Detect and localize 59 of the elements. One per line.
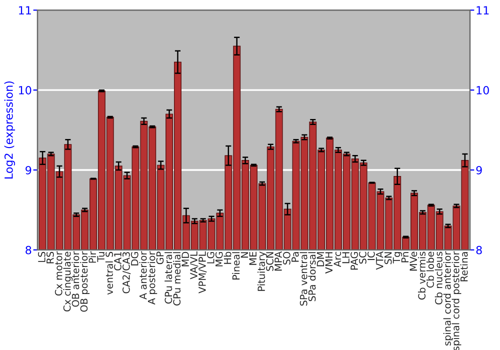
x-tick-label: CA1 (114, 252, 122, 270)
x-tick-label: Cx cingulate (63, 252, 73, 312)
y2-tick-label: 11 (476, 6, 489, 14)
y-tick-label: 10 (19, 86, 32, 94)
x-tick-label: ventral S (105, 252, 113, 295)
x-tick-label: LS (38, 252, 46, 262)
x-tick-label: SN (384, 252, 392, 264)
x-tick-label: CPu medial (173, 252, 181, 306)
x-tick-label: LH (342, 252, 350, 264)
x-tick-label: SO (283, 252, 290, 264)
x-tick-label: A posterior (148, 251, 158, 305)
x-tick-label: Pir (88, 251, 96, 263)
x-tick-label: VPM/VPL (198, 251, 207, 294)
x-tick-label: N (240, 252, 248, 258)
x-tick-label: VA/VL (190, 251, 198, 280)
x-tick-label: Arc (334, 252, 342, 267)
x-tick-label: VTA (376, 251, 384, 270)
x-tick-label: SCN (266, 252, 274, 271)
x-tick-label: Cb vermis (418, 252, 426, 300)
x-tick-label: A anterior (139, 251, 147, 300)
x-tick-label: MPA (274, 251, 282, 271)
x-tick-label: IC (367, 252, 375, 260)
x-tick-label: spinal cord anterior (443, 251, 453, 346)
x-tick-label: Tg (392, 252, 402, 264)
x-tick-label: SC (359, 252, 366, 264)
x-tick-label: DM (316, 252, 324, 266)
y2-tick-label: 8 (476, 246, 482, 254)
x-tick-label: MG (215, 252, 223, 266)
y2-tick-label: 9 (476, 166, 482, 174)
x-tick-label: SPa dorsal (308, 252, 316, 302)
x-tick-label: Retina (460, 252, 468, 282)
x-tick-label: LG (206, 252, 214, 264)
x-tick-label: CPu lateral (164, 252, 172, 304)
x-tick-label: Cb lobe (426, 252, 434, 288)
x-tick-label: MD (182, 252, 189, 266)
y-tick-label: 11 (19, 6, 31, 14)
y-tick-label: 8 (26, 246, 32, 254)
x-tick-label: OB posterior (80, 251, 90, 312)
x-tick-label: Pa (292, 252, 299, 262)
y-axis-title: Log2 (expression) (4, 81, 16, 178)
x-tick-label: Pn (401, 252, 408, 262)
x-tick-label: PAG (350, 252, 358, 270)
x-tick-label: Cx motor (54, 251, 62, 296)
x-tick-label: CA2/CA3 (122, 252, 131, 294)
x-tick-label: ME (249, 252, 256, 265)
x-tick-label: Hb (224, 252, 232, 264)
x-tick-label: Tu (97, 252, 105, 262)
x-tick-label: GP (156, 252, 164, 264)
y-tick-label: 9 (26, 166, 32, 174)
x-tick-label: DG (130, 252, 138, 266)
x-tick-label: Pineal (232, 252, 240, 280)
x-tick-label: MVe (410, 252, 418, 271)
x-tick-label: OB anterior (72, 251, 80, 307)
x-tick-label: Cb nucleus (434, 252, 442, 304)
x-tick-label: SPa ventral (300, 252, 308, 306)
y2-tick-label: 10 (476, 86, 489, 94)
x-tick-label: Pituitary (257, 252, 267, 291)
x-tick-label: RS (46, 252, 54, 264)
x-tick-label: VMH (325, 252, 332, 274)
